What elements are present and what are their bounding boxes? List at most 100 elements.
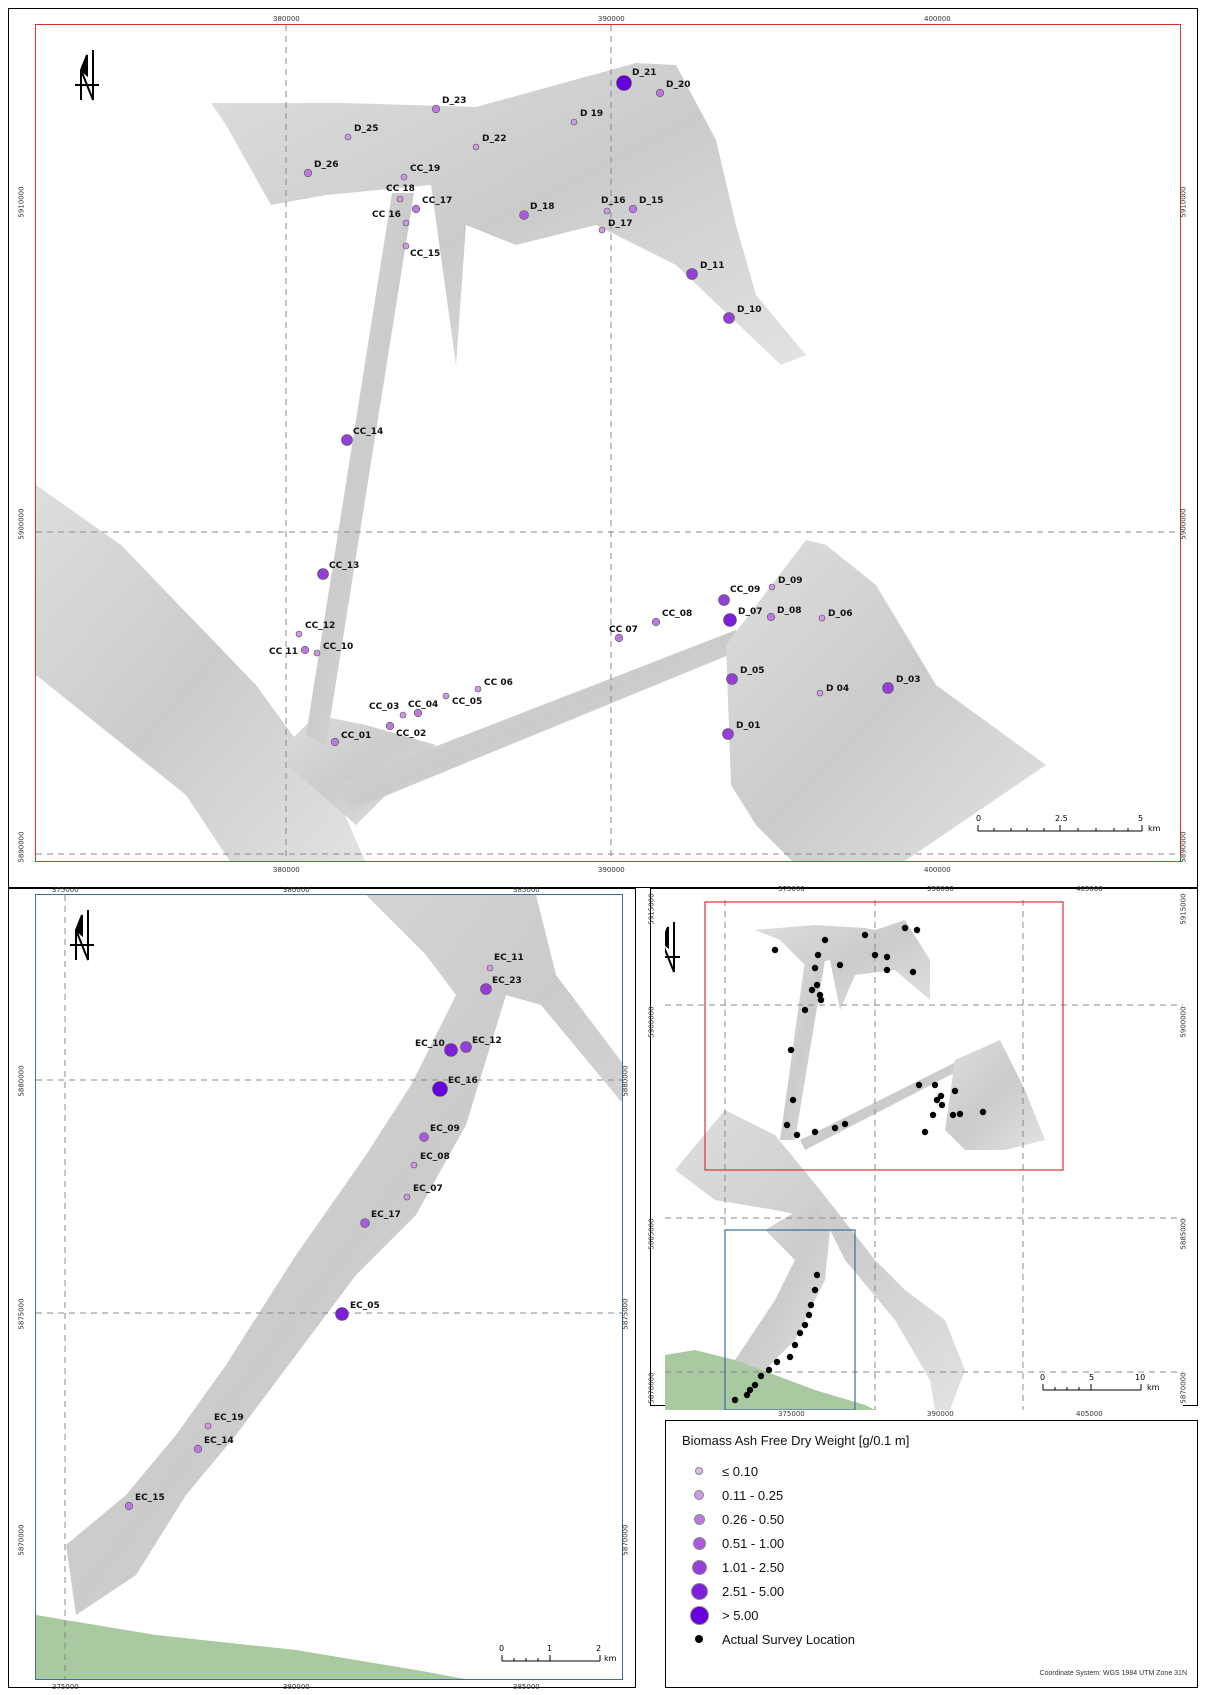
station-marker[interactable] [603,207,611,215]
station-label: D_09 [778,576,803,586]
station-marker[interactable] [400,173,408,181]
north-arrow-icon [665,922,680,973]
station-marker[interactable] [295,630,303,638]
station-marker[interactable] [816,689,824,697]
station-marker[interactable] [686,268,698,280]
station-marker[interactable] [480,983,492,995]
station-label: D_18 [530,202,555,212]
survey-location-dot [771,946,779,954]
station-marker[interactable] [402,219,410,227]
station-marker[interactable] [410,1161,418,1169]
main-left-tick: 5890000 [17,831,26,863]
overview-scale-unit: km [1147,1383,1160,1392]
survey-location-dot [801,1321,809,1329]
station-marker[interactable] [723,613,737,627]
station-label: CC 18 [386,184,415,194]
south-left-tick: 5880000 [17,1065,26,1097]
station-label: D 19 [580,109,603,119]
station-marker[interactable] [442,692,450,700]
survey-location-dot [933,1096,941,1104]
station-label: CC 07 [609,625,638,635]
main-map[interactable]: D_21 D_20 D_23 D 19 D_25 D_22 D_26 CC_19 CC 18 CC… [35,24,1181,862]
legend-item: Actual Survey Location [688,1628,855,1650]
survey-location-dot [783,1121,791,1129]
station-marker[interactable] [486,964,494,972]
station-marker[interactable] [718,594,730,606]
station-marker[interactable] [651,617,661,627]
station-marker[interactable] [768,583,776,591]
station-marker[interactable] [444,1043,458,1057]
north-arrow-icon [75,50,99,101]
station-marker[interactable] [360,1218,370,1228]
station-label: EC_23 [492,976,522,986]
survey-location-dot [913,926,921,934]
station-marker[interactable] [722,728,734,740]
survey-location-dot [951,1087,959,1095]
station-marker[interactable] [628,204,638,214]
station-marker[interactable] [411,204,421,214]
station-marker[interactable] [419,1132,429,1142]
station-marker[interactable] [385,721,395,731]
overview-survey-points [731,924,987,1404]
station-marker[interactable] [431,104,441,114]
survey-location-dot [793,1131,801,1139]
station-marker[interactable] [655,88,665,98]
survey-location-dot [931,1081,939,1089]
station-label: EC_12 [472,1036,502,1046]
main-right-tick: 5900000 [1179,508,1188,540]
station-marker[interactable] [303,168,313,178]
station-marker[interactable] [766,612,776,622]
survey-location-dot [821,936,829,944]
station-marker[interactable] [723,312,735,324]
legend-label: ≤ 0.10 [722,1463,759,1479]
main-map-canvas: D_21 D_20 D_23 D 19 D_25 D_22 D_26 CC_19 CC 18 CC… [36,25,1180,861]
station-marker[interactable] [300,645,310,655]
station-marker[interactable] [330,737,340,747]
station-marker[interactable] [403,1193,411,1201]
station-marker[interactable] [396,195,404,203]
survey-location-dot [921,1128,929,1136]
station-marker[interactable] [882,682,894,694]
station-marker[interactable] [472,143,480,151]
south-right-tick: 5880000 [621,1065,630,1097]
survey-location-dot [937,1092,945,1100]
station-marker[interactable] [204,1422,212,1430]
legend: Biomass Ash Free Dry Weight [g/0.1 m] ≤ … [665,1420,1198,1688]
station-marker[interactable] [413,708,423,718]
station-label: CC_04 [408,700,438,710]
station-marker[interactable] [193,1444,203,1454]
station-marker[interactable] [344,133,352,141]
station-marker[interactable] [474,685,482,693]
overview-map[interactable]: 0 5 10 km [665,900,1183,1410]
station-marker[interactable] [818,614,826,622]
overview-scale-bar [1042,1384,1142,1391]
survey-location-dot [841,1120,849,1128]
station-marker[interactable] [335,1307,349,1321]
survey-location-dot [836,961,844,969]
station-marker[interactable] [313,649,321,657]
station-marker[interactable] [598,226,606,234]
legend-label: 2.51 - 5.00 [722,1583,785,1599]
station-label: D_08 [777,606,802,616]
station-marker[interactable] [399,711,407,719]
overview-right-tick: 5870000 [1179,1372,1188,1404]
station-marker[interactable] [726,673,738,685]
legend-item: 0.11 - 0.25 [688,1484,783,1506]
station-marker[interactable] [460,1041,472,1053]
station-marker[interactable] [317,568,329,580]
station-marker[interactable] [432,1081,448,1097]
overview-extent-main [704,901,1064,1171]
survey-location-dot [811,1128,819,1136]
station-marker[interactable] [341,434,353,446]
station-marker[interactable] [124,1501,134,1511]
station-marker[interactable] [616,75,632,91]
station-marker[interactable] [570,118,578,126]
survey-location-dot [751,1381,759,1389]
station-marker[interactable] [402,242,410,250]
main-bottom-tick: 380000 [273,866,300,874]
station-marker[interactable] [614,633,624,643]
south-map[interactable]: EC_11 EC_23 EC_10 EC_12 EC_16 EC_09 EC_08 EC_07… [35,894,623,1680]
north-arrow-icon [70,910,94,961]
station-marker[interactable] [519,210,529,220]
survey-location-dot [731,1396,739,1404]
